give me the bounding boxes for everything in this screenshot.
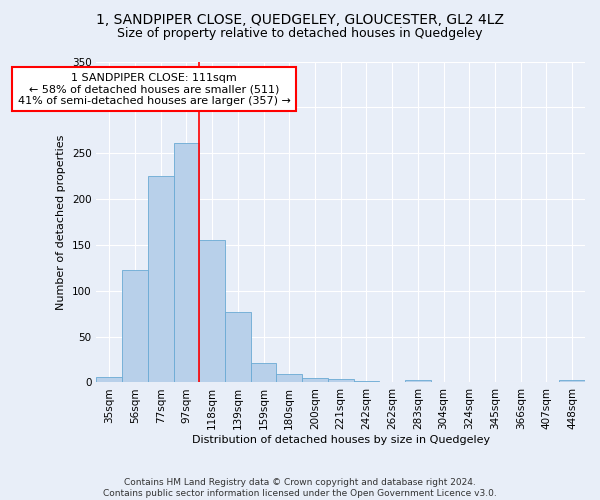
Bar	[328, 379, 353, 382]
Bar	[302, 378, 328, 382]
Text: 1, SANDPIPER CLOSE, QUEDGELEY, GLOUCESTER, GL2 4LZ: 1, SANDPIPER CLOSE, QUEDGELEY, GLOUCESTE…	[96, 12, 504, 26]
Bar	[122, 270, 148, 382]
Bar	[559, 380, 585, 382]
Text: Contains HM Land Registry data © Crown copyright and database right 2024.
Contai: Contains HM Land Registry data © Crown c…	[103, 478, 497, 498]
Bar	[97, 377, 122, 382]
Bar	[173, 143, 199, 382]
Bar	[353, 380, 379, 382]
Bar	[405, 380, 431, 382]
Bar	[225, 312, 251, 382]
Bar	[199, 240, 225, 382]
Bar	[277, 374, 302, 382]
Bar	[148, 176, 173, 382]
Text: 1 SANDPIPER CLOSE: 111sqm
← 58% of detached houses are smaller (511)
41% of semi: 1 SANDPIPER CLOSE: 111sqm ← 58% of detac…	[18, 72, 290, 106]
X-axis label: Distribution of detached houses by size in Quedgeley: Distribution of detached houses by size …	[191, 435, 490, 445]
Text: Size of property relative to detached houses in Quedgeley: Size of property relative to detached ho…	[117, 28, 483, 40]
Y-axis label: Number of detached properties: Number of detached properties	[56, 134, 66, 310]
Bar	[251, 363, 277, 382]
